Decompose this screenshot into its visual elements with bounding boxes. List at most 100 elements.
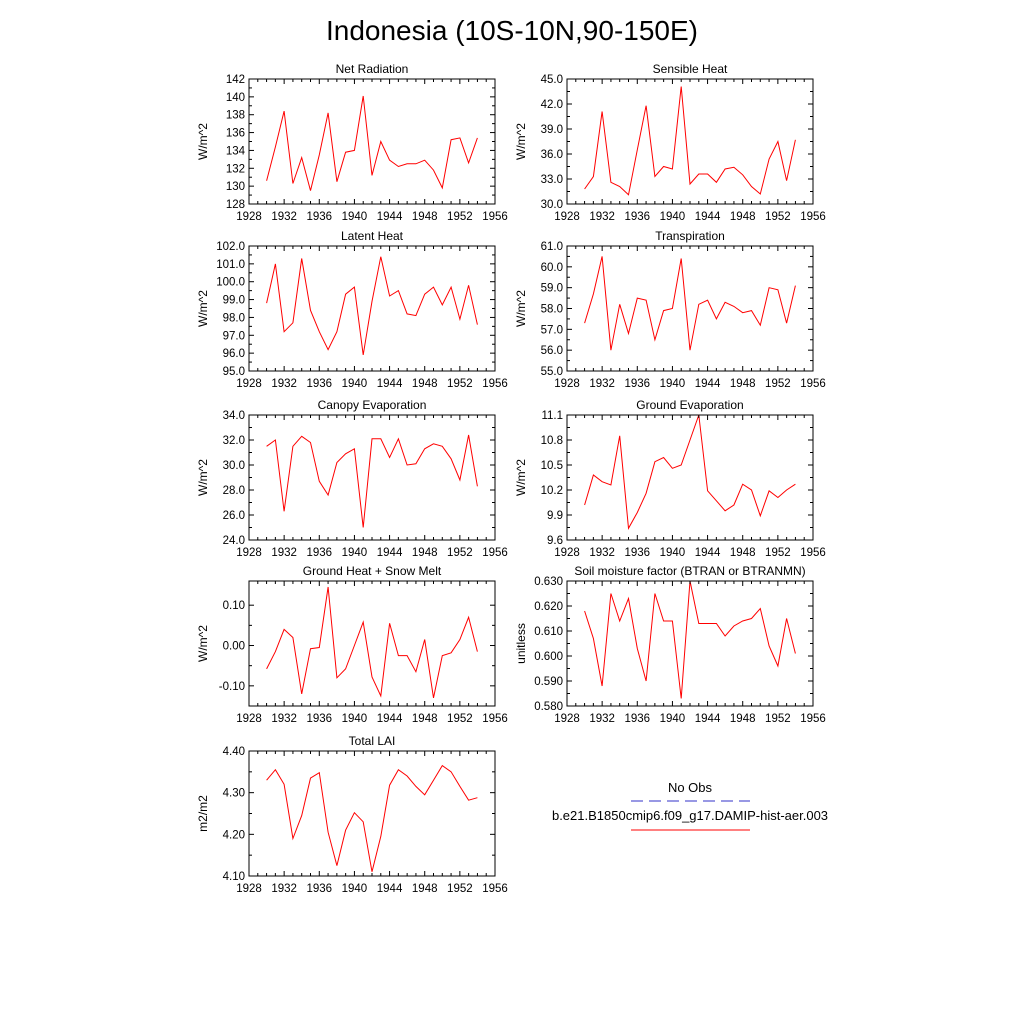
x-tick-label: 1940	[342, 547, 368, 559]
y-tick-label: 0.630	[534, 576, 563, 588]
panel-title: Ground Heat + Snow Melt	[303, 564, 442, 578]
x-tick-label: 1944	[695, 547, 721, 559]
panel-ground-evaporation: Ground Evaporation 1928 1932 1936 1940 1944 19…	[514, 398, 826, 559]
y-tick-label: 98.0	[223, 312, 245, 324]
x-tick-label: 1936	[306, 883, 332, 895]
x-tick-label: 1952	[447, 547, 473, 559]
x-tick-label: 1936	[624, 211, 650, 223]
panel-transpiration: Transpiration 1928 1932 1936 1940 1944 1948 195…	[514, 229, 826, 390]
y-tick-label: 0.580	[534, 701, 563, 713]
plot-frame	[566, 78, 814, 205]
y-tick-label: 10.5	[541, 460, 563, 472]
y-tick-label: 0.600	[534, 651, 563, 663]
y-tick-label: 9.9	[547, 510, 563, 522]
y-tick-label: 0.620	[534, 601, 563, 613]
x-tick-label: 1936	[306, 547, 332, 559]
y-axis-label: m2/m2	[196, 795, 210, 832]
series-line	[266, 764, 478, 872]
x-tick-label: 1928	[236, 211, 262, 223]
series-line	[584, 256, 796, 351]
y-axis-label: W/m^2	[196, 123, 210, 160]
x-tick-label: 1952	[447, 211, 473, 223]
y-tick-label: 4.30	[223, 788, 245, 800]
y-axis-label: W/m^2	[514, 459, 528, 496]
x-tick-label: 1928	[554, 713, 580, 725]
plot-frame	[566, 414, 814, 541]
y-tick-label: 140	[226, 92, 245, 104]
y-tick-label: 0.10	[223, 600, 245, 612]
x-tick-label: 1952	[765, 378, 791, 390]
y-tick-label: 45.0	[541, 74, 563, 86]
y-tick-label: -0.10	[219, 681, 245, 693]
panel-latent-heat: Latent Heat 1928 1932 1936 1940 1944 1948 1952 1…	[196, 229, 508, 390]
y-tick-label: 30.0	[541, 199, 563, 211]
x-tick-label: 1936	[624, 378, 650, 390]
x-tick-label: 1956	[800, 378, 826, 390]
x-tick-label: 1932	[271, 883, 297, 895]
panel-net-radiation: Net Radiation 1928 1932 1936 1940 1944 1948 195…	[196, 62, 508, 223]
x-tick-label: 1952	[447, 883, 473, 895]
y-tick-label: 55.0	[541, 366, 563, 378]
x-tick-label: 1948	[412, 713, 438, 725]
y-tick-label: 10.2	[541, 485, 563, 497]
plot-frame	[248, 580, 496, 707]
y-axis-label: W/m^2	[196, 625, 210, 662]
y-tick-label: 142	[226, 74, 245, 86]
y-tick-label: 0.00	[223, 641, 245, 653]
x-tick-label: 1936	[624, 547, 650, 559]
y-tick-label: 30.0	[223, 460, 245, 472]
x-tick-label: 1932	[271, 378, 297, 390]
x-tick-label: 1944	[377, 211, 403, 223]
panel-title: Net Radiation	[336, 62, 409, 76]
x-tick-label: 1932	[271, 211, 297, 223]
x-tick-label: 1932	[589, 211, 615, 223]
y-tick-label: 101.0	[216, 259, 245, 271]
plot-frame	[248, 750, 496, 877]
panel-soil-moisture-factor-btran-or-btranmn: Soil moisture factor (BTRAN or BTRANMN) 1…	[514, 564, 826, 725]
panel-title: Total LAI	[349, 734, 396, 748]
y-tick-label: 97.0	[223, 330, 245, 342]
x-tick-label: 1932	[589, 547, 615, 559]
x-tick-label: 1928	[236, 713, 262, 725]
x-tick-label: 1940	[660, 547, 686, 559]
y-tick-label: 11.1	[541, 410, 563, 422]
x-tick-label: 1956	[800, 211, 826, 223]
y-tick-label: 61.0	[541, 241, 563, 253]
plot-frame	[248, 78, 496, 205]
x-tick-label: 1932	[589, 378, 615, 390]
x-tick-label: 1956	[482, 713, 508, 725]
panel-title: Latent Heat	[341, 229, 404, 243]
y-tick-label: 132	[226, 163, 245, 175]
panel-title: Transpiration	[655, 229, 725, 243]
x-tick-label: 1936	[624, 713, 650, 725]
x-tick-label: 1948	[412, 883, 438, 895]
y-axis-label: W/m^2	[514, 123, 528, 160]
panel-total-lai: Total LAI 1928 1932 1936 1940 1944 1948 1952 195…	[196, 734, 508, 895]
y-tick-label: 99.0	[223, 295, 245, 307]
series-line	[584, 414, 796, 530]
y-tick-label: 34.0	[223, 410, 245, 422]
legend: No Obs b.e21.B1850cmip6.f09_g17.DAMIP-his…	[552, 780, 828, 831]
y-tick-label: 0.610	[534, 626, 563, 638]
y-tick-label: 130	[226, 181, 245, 193]
y-tick-label: 56.0	[541, 345, 563, 357]
x-tick-label: 1944	[377, 547, 403, 559]
series-line	[266, 95, 478, 191]
y-tick-label: 36.0	[541, 149, 563, 161]
y-tick-label: 60.0	[541, 262, 563, 274]
x-tick-label: 1948	[730, 547, 756, 559]
x-tick-label: 1956	[800, 547, 826, 559]
x-tick-label: 1952	[765, 713, 791, 725]
x-tick-label: 1952	[447, 378, 473, 390]
x-tick-label: 1940	[342, 378, 368, 390]
panel-title: Sensible Heat	[653, 62, 728, 76]
y-axis-label: W/m^2	[514, 290, 528, 327]
plot-frame	[566, 580, 814, 707]
series-line	[266, 586, 478, 699]
page-title: Indonesia (10S-10N,90-150E)	[326, 15, 698, 46]
x-tick-label: 1940	[660, 211, 686, 223]
x-tick-label: 1956	[482, 883, 508, 895]
x-tick-label: 1956	[482, 211, 508, 223]
y-tick-label: 0.590	[534, 676, 563, 688]
